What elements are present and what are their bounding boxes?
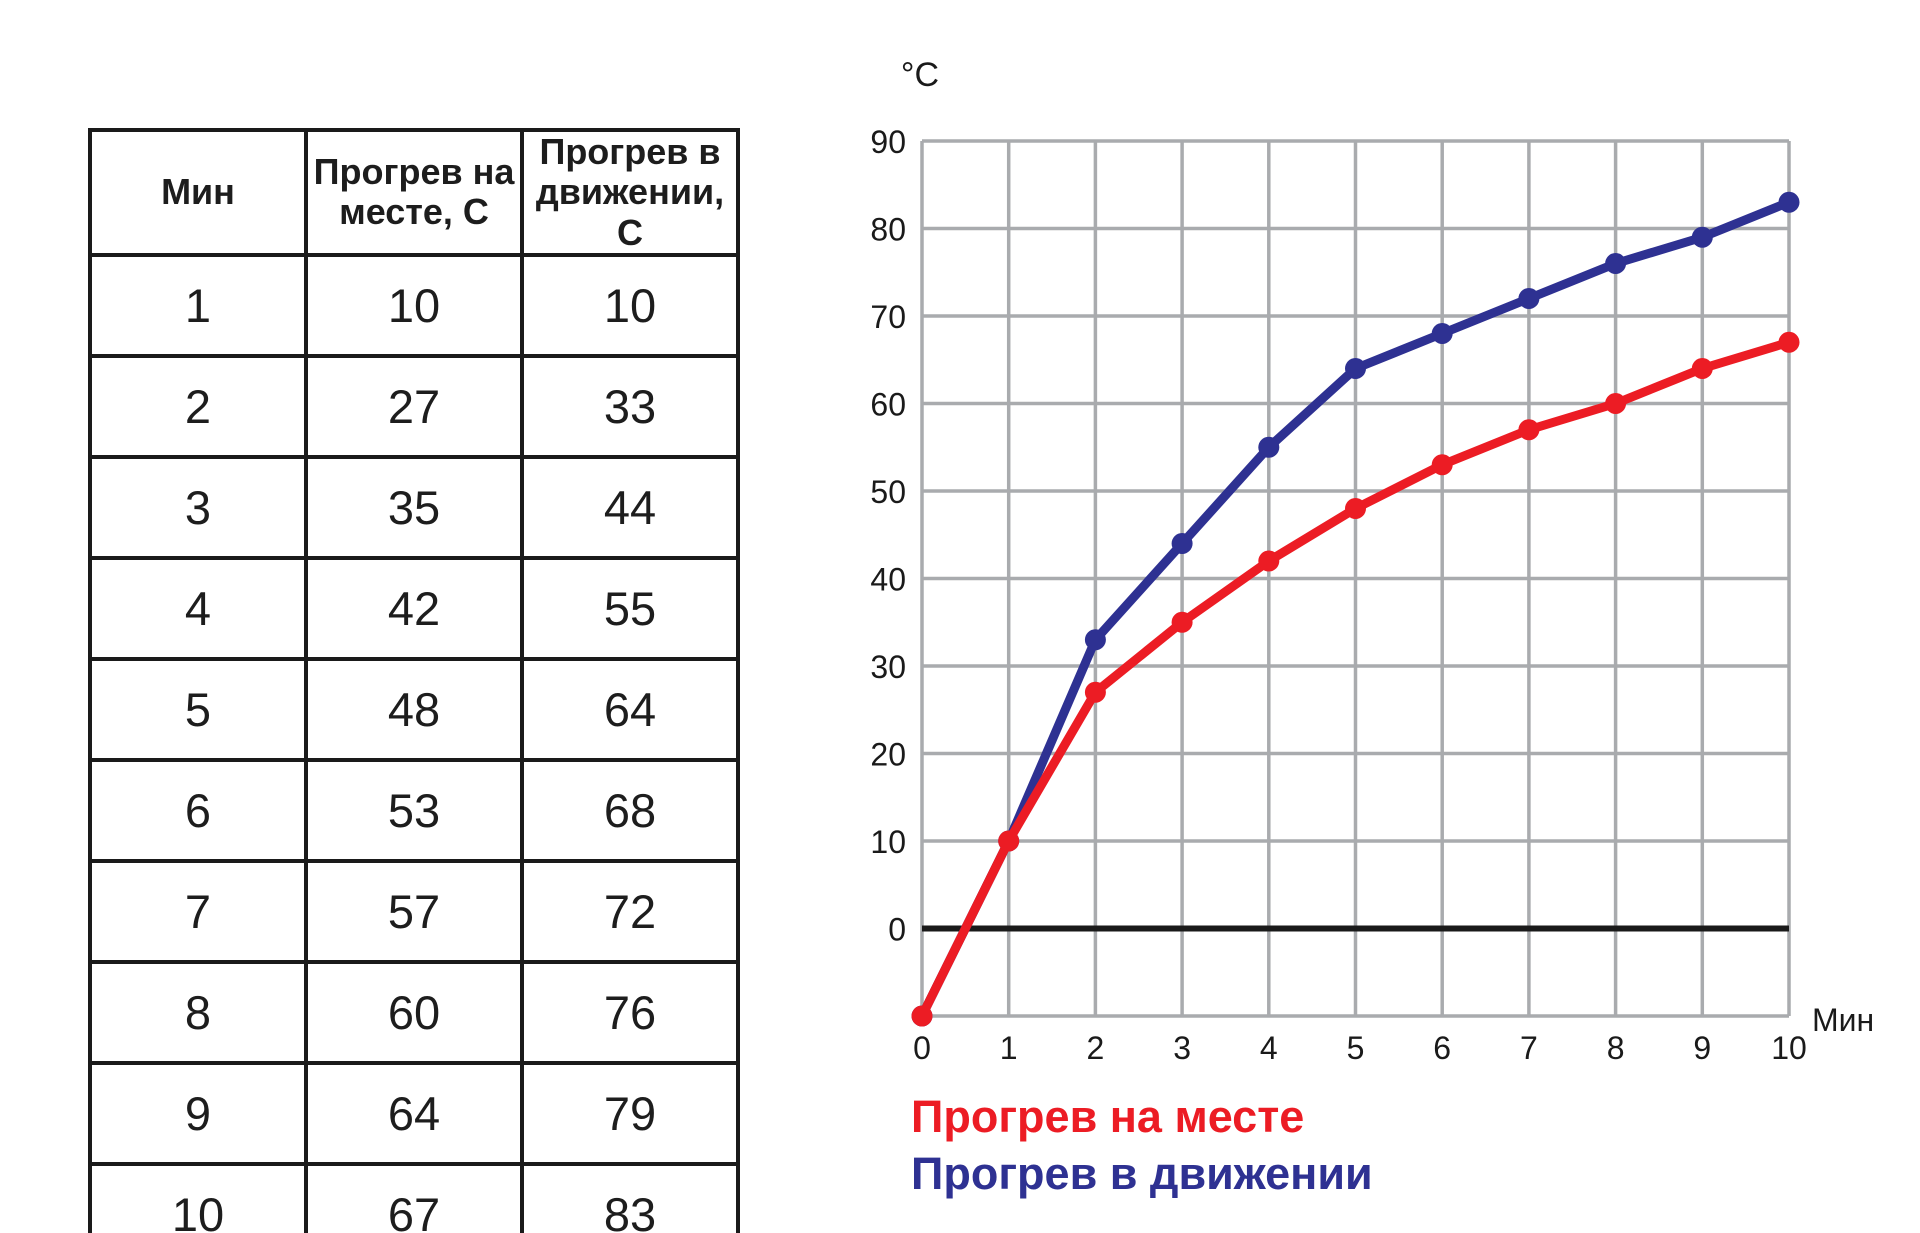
data-point xyxy=(1691,358,1713,379)
table-cell: 76 xyxy=(520,959,740,1065)
table-cell: 68 xyxy=(520,757,740,863)
x-tick-label: 10 xyxy=(1771,1030,1807,1066)
data-point xyxy=(1778,191,1800,213)
table-cell: 57 xyxy=(304,858,524,964)
chart-legend: Прогрев на месте Прогрев в движении xyxy=(911,1088,1373,1202)
table-cell: 10 xyxy=(520,252,740,358)
table-header-row: Мин Прогрев на месте, С Прогрев в движении… xyxy=(88,128,740,257)
x-tick-label: 3 xyxy=(1173,1030,1191,1066)
data-point xyxy=(1084,681,1106,703)
table-cell: 53 xyxy=(304,757,524,863)
data-point xyxy=(1605,393,1627,414)
table-cell: 5 xyxy=(88,656,308,762)
column-header: Прогрев в движении, С xyxy=(520,128,740,257)
table-cell: 67 xyxy=(304,1161,524,1233)
warmup-table: Мин Прогрев на месте, С Прогрев в движении… xyxy=(88,128,740,1233)
table-row: 10 67 83 xyxy=(88,1161,740,1233)
y-tick-label: 30 xyxy=(870,649,906,685)
table-cell: 44 xyxy=(520,454,740,560)
table-head: Мин Прогрев на месте, С Прогрев в движении… xyxy=(88,128,740,257)
table-cell: 48 xyxy=(304,656,524,762)
data-point xyxy=(1778,331,1800,353)
y-tick-label: 50 xyxy=(870,474,906,510)
y-tick-label: 40 xyxy=(870,562,906,598)
data-point xyxy=(1258,550,1280,572)
data-point xyxy=(998,830,1020,852)
table-row: 4 42 55 xyxy=(88,555,740,661)
y-tick-label: 60 xyxy=(870,387,906,423)
table-cell: 64 xyxy=(520,656,740,762)
table-row: 5 48 64 xyxy=(88,656,740,762)
table-cell: 83 xyxy=(520,1161,740,1233)
y-tick-label: 90 xyxy=(870,124,906,160)
data-point xyxy=(1431,323,1453,344)
y-axis-unit-label: °C xyxy=(900,56,940,94)
table-row: 2 27 33 xyxy=(88,353,740,459)
data-point xyxy=(1258,436,1280,458)
data-point xyxy=(1691,226,1713,248)
table-row: 8 60 76 xyxy=(88,959,740,1065)
table-cell: 4 xyxy=(88,555,308,661)
legend-item-1: Прогрев в движении xyxy=(911,1148,1373,1199)
table-cell: 10 xyxy=(304,252,524,358)
data-point xyxy=(1345,358,1366,379)
y-tick-label: 70 xyxy=(870,299,906,335)
table-cell: 35 xyxy=(304,454,524,560)
x-tick-label: 0 xyxy=(913,1030,931,1066)
data-point xyxy=(1084,629,1106,651)
table-row: 6 53 68 xyxy=(88,757,740,863)
legend-item-0: Прогрев на месте xyxy=(911,1091,1305,1142)
x-tick-label: 5 xyxy=(1347,1030,1365,1066)
data-point xyxy=(1605,253,1627,274)
table-cell: 33 xyxy=(520,353,740,459)
table-cell: 2 xyxy=(88,353,308,459)
table-cell: 55 xyxy=(520,555,740,661)
x-tick-label: 6 xyxy=(1433,1030,1451,1066)
x-axis-unit-label: Мин xyxy=(1812,1002,1875,1038)
data-point xyxy=(911,1005,933,1027)
table-cell: 7 xyxy=(88,858,308,964)
x-tick-label: 7 xyxy=(1520,1030,1538,1066)
data-point xyxy=(1431,454,1453,476)
data-point xyxy=(1345,498,1366,519)
table-cell: 42 xyxy=(304,555,524,661)
table-cell: 3 xyxy=(88,454,308,560)
column-header: Прогрев на месте, С xyxy=(304,128,524,257)
x-tick-label: 8 xyxy=(1607,1030,1625,1066)
table-cell: 72 xyxy=(520,858,740,964)
column-header: Мин xyxy=(88,128,308,257)
table-cell: 9 xyxy=(88,1060,308,1166)
table-cell: 1 xyxy=(88,252,308,358)
data-point xyxy=(1518,288,1540,309)
x-tick-label: 1 xyxy=(1000,1030,1018,1066)
table-cell: 79 xyxy=(520,1060,740,1166)
data-point xyxy=(1171,533,1193,554)
table-cell: 64 xyxy=(304,1060,524,1166)
table-cell: 8 xyxy=(88,959,308,1065)
table-cell: 6 xyxy=(88,757,308,863)
y-tick-label: 20 xyxy=(870,737,906,773)
x-tick-label: 4 xyxy=(1260,1030,1278,1066)
y-tick-label: 0 xyxy=(888,912,906,948)
table-row: 7 57 72 xyxy=(88,858,740,964)
table-cell: 60 xyxy=(304,959,524,1065)
table-cell: 27 xyxy=(304,353,524,459)
table-row: 1 10 10 xyxy=(88,252,740,358)
y-tick-label: 80 xyxy=(870,212,906,248)
table-row: 9 64 79 xyxy=(88,1060,740,1166)
y-tick-label: 10 xyxy=(870,824,906,860)
table-row: 3 35 44 xyxy=(88,454,740,560)
x-tick-label: 9 xyxy=(1693,1030,1711,1066)
table-body: 1 10 10 2 27 33 3 35 44 4 42 55 5 48 64 6 53 68 7 57 72 8 60 76… xyxy=(88,252,740,1233)
table-cell: 10 xyxy=(88,1161,308,1233)
data-point xyxy=(1518,419,1540,441)
x-tick-label: 2 xyxy=(1087,1030,1105,1066)
data-point xyxy=(1171,611,1193,633)
